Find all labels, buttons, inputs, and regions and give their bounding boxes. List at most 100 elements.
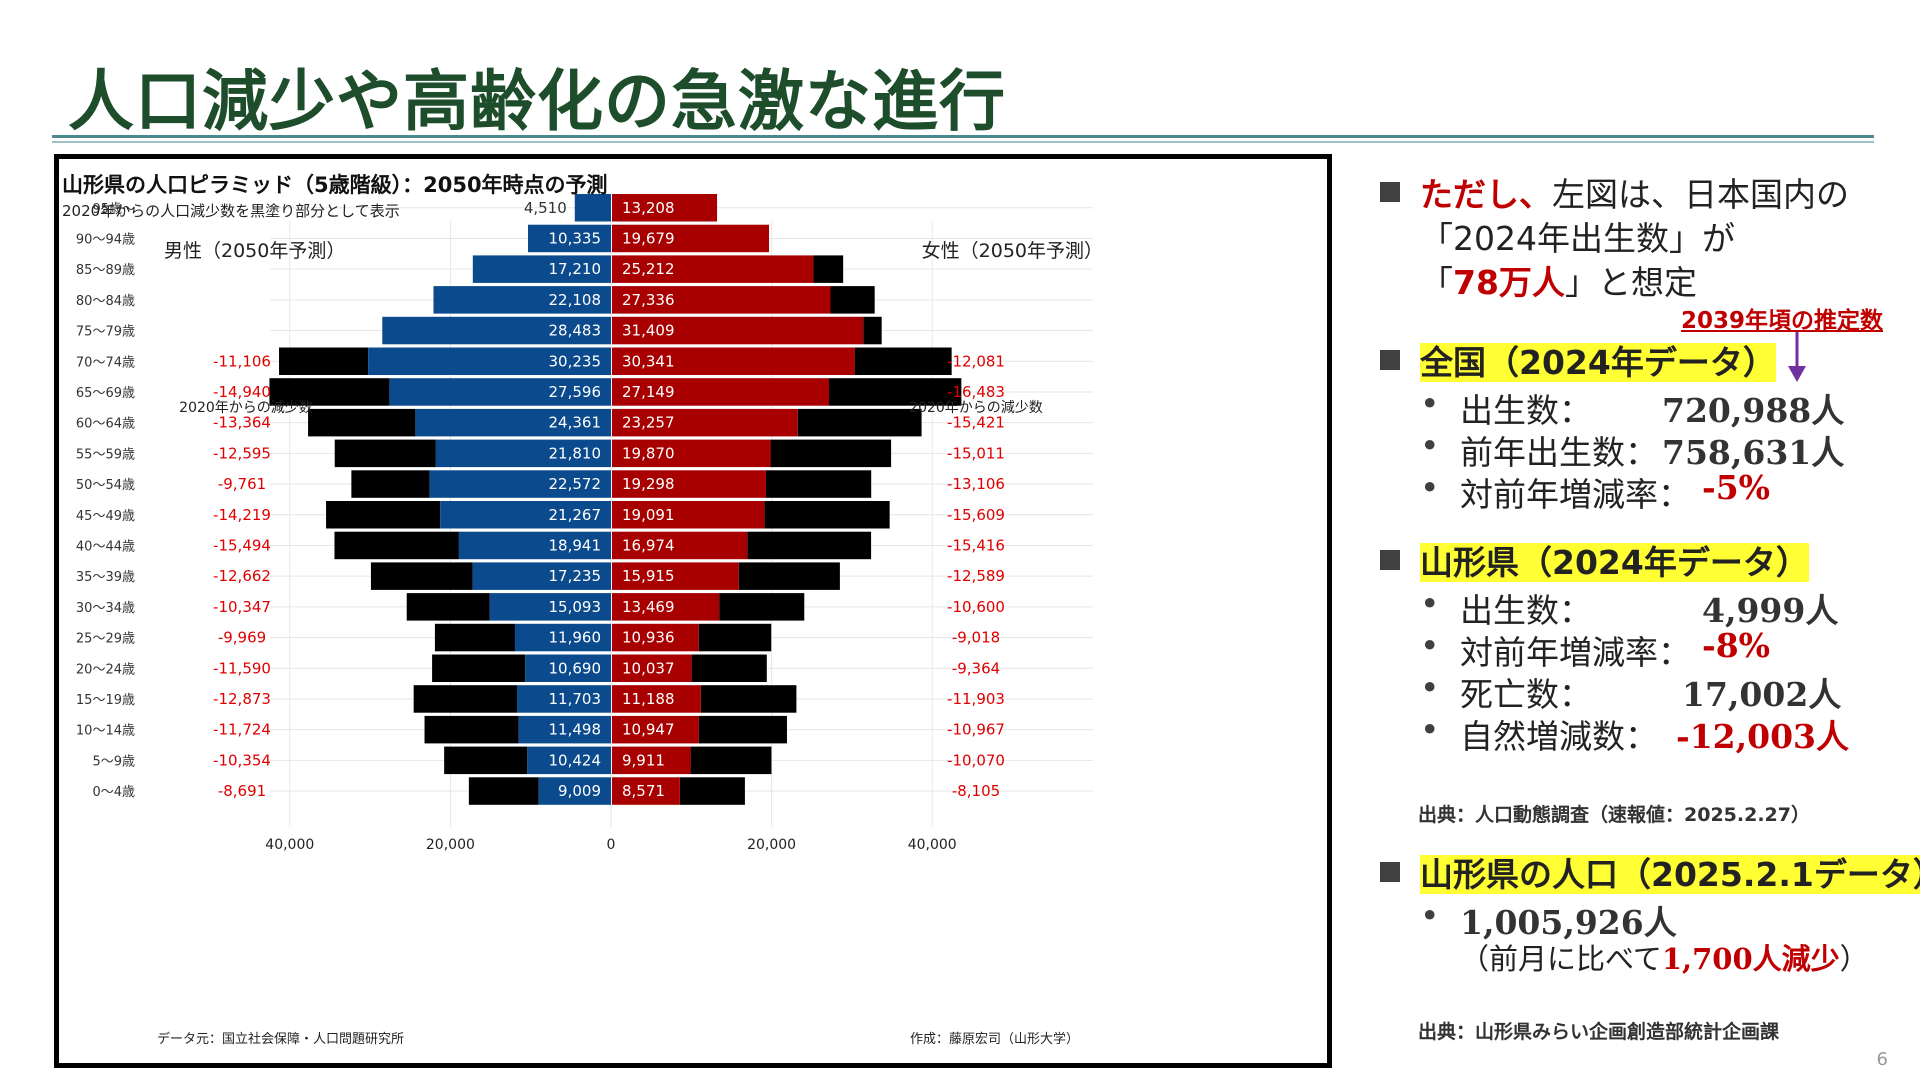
age-group-label: 65〜69歳 bbox=[76, 386, 135, 401]
national-prev-label: 前年出生数： bbox=[1460, 433, 1658, 472]
female-bar bbox=[612, 470, 766, 498]
yamagata-item-natural: • 自然増減数： -12,003人 bbox=[1420, 710, 1849, 756]
female-value-label: 31,409 bbox=[622, 322, 675, 340]
male-decrease-label: -12,873 bbox=[213, 690, 271, 708]
yamagata-natural-label: 自然増減数： bbox=[1460, 717, 1658, 756]
male-value-label: 21,810 bbox=[549, 444, 602, 462]
chart-bars: 95歳〜 4,510 13,208 90〜94歳 10,335 19,679 85〜89歳 1… bbox=[76, 194, 1005, 805]
national-births-value: 720,988人 bbox=[1662, 391, 1845, 430]
male-decrease-bar bbox=[279, 347, 369, 375]
male-decrease-bar bbox=[269, 378, 390, 406]
female-decrease-bar bbox=[863, 316, 882, 345]
female-decrease-label: -10,600 bbox=[947, 598, 1005, 616]
male-decrease-label: -14,219 bbox=[213, 506, 271, 524]
age-group-label: 10〜14歳 bbox=[76, 724, 135, 739]
bullet-square bbox=[1380, 550, 1400, 570]
down-arrow-icon bbox=[1788, 332, 1806, 382]
page-number: 6 bbox=[1876, 1049, 1888, 1070]
female-decrease-bar bbox=[700, 685, 797, 713]
female-decrease-label: -15,011 bbox=[947, 444, 1005, 462]
male-decrease-label: -11,106 bbox=[213, 352, 271, 370]
female-value-label: 30,341 bbox=[622, 352, 675, 370]
female-decrease-label: -9,364 bbox=[952, 659, 1000, 677]
population-heading: 山形県の人口（2025.2.1データ） bbox=[1420, 848, 1920, 896]
female-bar bbox=[612, 501, 765, 529]
population-item: • 1,005,926人 bbox=[1420, 896, 1677, 942]
female-value-label: 13,469 bbox=[622, 598, 675, 616]
male-value-label: 10,690 bbox=[549, 659, 602, 677]
x-tick-label: 20,000 bbox=[426, 837, 475, 853]
national-item-births: • 出生数： 720,988人 bbox=[1420, 384, 1844, 430]
female-bar bbox=[612, 408, 798, 437]
male-value-label: 11,498 bbox=[549, 721, 602, 739]
chart-title: 山形県の人口ピラミッド（5歳階級）：2050年時点の予測 bbox=[62, 173, 608, 197]
male-decrease-bar bbox=[370, 562, 473, 590]
male-value-label: 11,960 bbox=[549, 629, 602, 647]
female-decrease-bar bbox=[770, 439, 892, 468]
female-value-label: 27,149 bbox=[622, 383, 675, 401]
yamagata-item-rate: • 対前年増減率： -8% bbox=[1420, 626, 1770, 672]
female-bar bbox=[612, 286, 831, 314]
male-decrease-bar bbox=[413, 685, 518, 713]
yamagata-natural-value: -12,003人 bbox=[1676, 717, 1849, 756]
male-value-label: 10,424 bbox=[549, 751, 602, 769]
male-decrease-bar bbox=[326, 501, 441, 529]
age-group-label: 95歳〜 bbox=[92, 202, 135, 217]
population-source: 出典：山形県みらい企画創造部統計企画課 bbox=[1418, 1021, 1780, 1043]
female-value-label: 19,870 bbox=[622, 444, 675, 462]
female-decrease-bar bbox=[813, 255, 844, 283]
female-decrease-bar bbox=[698, 715, 787, 744]
male-decrease-bar bbox=[434, 623, 515, 652]
yamagata-item-deaths: • 死亡数： 17,002人 bbox=[1420, 668, 1841, 714]
decrease-header-left: 2020年からの減少数 bbox=[179, 399, 313, 416]
male-bar bbox=[440, 501, 611, 529]
chart-canvas: 40,000 20,000 0 20,000 40,000 95歳〜 4,510 13,20… bbox=[62, 173, 1103, 1047]
bullet-dot-icon: • bbox=[1420, 710, 1440, 749]
female-bar bbox=[612, 378, 830, 406]
yamagata-rate-label: 対前年増減率： bbox=[1460, 633, 1691, 672]
female-value-label: 25,212 bbox=[622, 260, 675, 278]
national-item-prev-births: • 前年出生数： 758,631人 bbox=[1420, 426, 1844, 472]
male-value-label: 28,483 bbox=[549, 322, 602, 340]
female-value-label: 8,571 bbox=[622, 782, 665, 800]
female-decrease-label: -15,609 bbox=[947, 506, 1005, 524]
male-decrease-bar bbox=[334, 439, 436, 468]
female-bar bbox=[612, 746, 691, 775]
female-bar bbox=[612, 255, 814, 283]
national-item-rate: • 対前年増減率： -5% bbox=[1420, 468, 1770, 514]
age-group-label: 15〜19歳 bbox=[76, 693, 135, 708]
bullet-dot-icon: • bbox=[1420, 668, 1440, 707]
female-decrease-label: -11,903 bbox=[947, 690, 1005, 708]
population-value: 1,005,926人 bbox=[1460, 903, 1677, 942]
female-bar bbox=[612, 224, 770, 253]
male-value-label: 9,009 bbox=[558, 782, 601, 800]
female-value-label: 10,037 bbox=[622, 659, 675, 677]
female-decrease-label: -8,105 bbox=[952, 782, 1000, 800]
female-value-label: 11,188 bbox=[622, 690, 675, 708]
age-group-label: 70〜74歳 bbox=[76, 355, 135, 370]
title-underline bbox=[52, 135, 1874, 138]
female-decrease-bar bbox=[764, 501, 890, 529]
age-group-label: 80〜84歳 bbox=[76, 294, 135, 309]
male-bar bbox=[518, 715, 611, 744]
age-group-label: 85〜89歳 bbox=[76, 263, 135, 278]
male-decrease-bar bbox=[424, 715, 519, 744]
male-value-label: 17,235 bbox=[549, 567, 602, 585]
male-decrease-label: -9,761 bbox=[218, 475, 266, 493]
male-decrease-bar bbox=[468, 777, 539, 805]
male-series-label: 男性（2050年予測） bbox=[164, 240, 345, 262]
male-decrease-label: -8,691 bbox=[218, 782, 266, 800]
x-tick-label: 0 bbox=[607, 837, 616, 853]
male-bar bbox=[472, 562, 611, 590]
female-decrease-label: -9,018 bbox=[952, 629, 1000, 647]
male-bar bbox=[517, 685, 611, 713]
note-prefix: ただし、 bbox=[1420, 175, 1552, 214]
female-value-label: 16,974 bbox=[622, 536, 675, 554]
x-tick-label: 40,000 bbox=[265, 837, 314, 853]
note-birth-assumption: 78万人 bbox=[1453, 263, 1565, 302]
female-bar bbox=[612, 654, 692, 682]
yamagata-rate-value: -8% bbox=[1702, 626, 1771, 665]
yamagata-births-label: 出生数： bbox=[1460, 591, 1592, 630]
bullet-dot-icon: • bbox=[1420, 896, 1440, 935]
female-decrease-bar bbox=[829, 378, 962, 406]
